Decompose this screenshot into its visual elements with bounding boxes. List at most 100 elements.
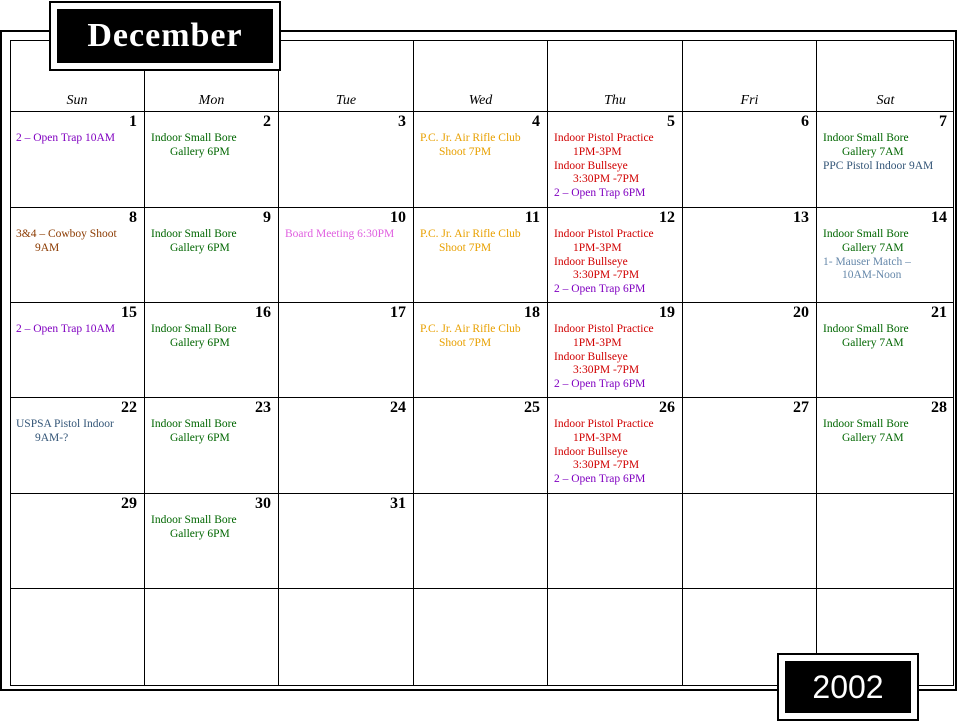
calendar-event[interactable]: 1- Mauser Match –10AM-Noon — [823, 256, 952, 284]
event-list: Board Meeting 6:30PM — [285, 228, 411, 242]
day-cell[interactable]: 23 Indoor Small Bore Gallery 6PM — [145, 398, 279, 494]
calendar-event[interactable]: Indoor Bullseye 3:30PM -7PM — [554, 351, 680, 379]
day-cell[interactable] — [817, 494, 954, 589]
event-list: 3&4 – Cowboy Shoot 9AM — [16, 228, 142, 256]
day-cell[interactable]: 9 Indoor Small Bore Gallery 6PM — [145, 208, 279, 303]
day-number: 17 — [390, 304, 406, 321]
event-line-continued: Gallery 6PM — [170, 431, 230, 444]
day-cell[interactable]: 31 — [279, 494, 414, 589]
day-number: 25 — [524, 399, 540, 416]
calendar-event[interactable]: Indoor Small Bore Gallery 6PM — [151, 323, 276, 351]
day-cell[interactable]: 27 — [683, 398, 817, 494]
calendar-event[interactable]: Indoor Bullseye 3:30PM -7PM — [554, 446, 680, 474]
event-list: Indoor Small Bore Gallery 6PM — [151, 514, 276, 542]
day-cell[interactable]: 16 Indoor Small Bore Gallery 6PM — [145, 303, 279, 398]
calendar-event[interactable]: 3&4 – Cowboy Shoot 9AM — [16, 228, 142, 256]
day-cell[interactable]: 21 Indoor Small Bore Gallery 7AM — [817, 303, 954, 398]
day-cell[interactable]: 5 Indoor Pistol Practice 1PM-3PM Indoor Bul… — [548, 112, 683, 208]
calendar-event[interactable]: Indoor Pistol Practice 1PM-3PM — [554, 228, 680, 256]
calendar-event[interactable]: Indoor Bullseye 3:30PM -7PM — [554, 256, 680, 284]
calendar-event[interactable]: 2 – Open Trap 6PM — [554, 283, 680, 297]
day-cell[interactable]: 30 Indoor Small Bore Gallery 6PM — [145, 494, 279, 589]
day-cell[interactable]: 22 USPSA Pistol Indoor 9AM-? — [10, 398, 145, 494]
day-number: 28 — [931, 399, 947, 416]
day-cell[interactable]: 13 — [683, 208, 817, 303]
weekday-header: Sat — [817, 40, 954, 112]
calendar-event[interactable]: 2 – Open Trap 6PM — [554, 473, 680, 487]
event-line: Board Meeting 6:30PM — [285, 228, 395, 240]
day-cell[interactable]: 14 Indoor Small Bore Gallery 7AM 1- Mauser … — [817, 208, 954, 303]
month-title-box: December — [49, 1, 281, 71]
day-cell[interactable]: 26 Indoor Pistol Practice 1PM-3PM Indoor Bu… — [548, 398, 683, 494]
calendar-event[interactable]: Indoor Small Bore Gallery 6PM — [151, 514, 276, 542]
calendar-event[interactable]: 2 – Open Trap 10AM — [16, 132, 142, 146]
day-cell[interactable] — [10, 589, 145, 686]
event-line: 2 – Open Trap 6PM — [554, 378, 646, 391]
day-cell[interactable]: 3 — [279, 112, 414, 208]
calendar-event[interactable]: Indoor Small Bore Gallery 6PM — [151, 132, 276, 160]
day-cell[interactable]: 12 Indoor Pistol Practice 1PM-3PM Indoor Bu… — [548, 208, 683, 303]
calendar-event[interactable]: Indoor Small Bore Gallery 7AM — [823, 132, 952, 160]
day-cell[interactable]: 8 3&4 – Cowboy Shoot 9AM — [10, 208, 145, 303]
calendar-event[interactable]: 2 – Open Trap 6PM — [554, 187, 680, 201]
day-cell[interactable] — [414, 494, 548, 589]
day-cell[interactable] — [145, 589, 279, 686]
day-cell[interactable]: 28 Indoor Small Bore Gallery 7AM — [817, 398, 954, 494]
day-cell[interactable] — [548, 589, 683, 686]
calendar-event[interactable]: Indoor Small Bore Gallery 7AM — [823, 228, 952, 256]
calendar-event[interactable]: PPC Pistol Indoor 9AM — [823, 160, 952, 174]
event-line: Indoor Bullseye — [554, 350, 628, 363]
calendar-event[interactable]: Indoor Pistol Practice 1PM-3PM — [554, 132, 680, 160]
day-number: 20 — [793, 304, 809, 321]
day-number: 11 — [524, 209, 540, 226]
event-list: P.C. Jr. Air Rifle Club Shoot 7PM — [420, 323, 545, 351]
day-cell[interactable]: 18 P.C. Jr. Air Rifle Club Shoot 7PM — [414, 303, 548, 398]
calendar-event[interactable]: P.C. Jr. Air Rifle Club Shoot 7PM — [420, 132, 545, 160]
day-cell[interactable] — [683, 589, 817, 686]
day-cell[interactable] — [279, 589, 414, 686]
day-cell[interactable]: 7 Indoor Small Bore Gallery 7AM PPC Pistol … — [817, 112, 954, 208]
day-number: 4 — [532, 113, 540, 130]
day-cell[interactable]: 10 Board Meeting 6:30PM — [279, 208, 414, 303]
day-cell[interactable]: 24 — [279, 398, 414, 494]
event-list: Indoor Small Bore Gallery 6PM — [151, 323, 276, 351]
day-cell[interactable]: 20 — [683, 303, 817, 398]
event-line: PPC Pistol Indoor 9AM — [823, 159, 934, 172]
event-list: Indoor Pistol Practice 1PM-3PM Indoor Bull… — [554, 418, 680, 487]
event-line-continued: Shoot 7PM — [439, 145, 492, 158]
weekday-header: Mon — [145, 40, 279, 112]
event-line: Indoor Small Bore — [823, 323, 909, 335]
calendar-event[interactable]: Indoor Small Bore Gallery 7AM — [823, 418, 952, 446]
calendar-event[interactable]: Indoor Pistol Practice 1PM-3PM — [554, 418, 680, 446]
calendar-event[interactable]: Indoor Small Bore Gallery 7AM — [823, 323, 952, 351]
event-list: Indoor Small Bore Gallery 6PM — [151, 228, 276, 256]
day-number: 6 — [801, 113, 809, 130]
event-list: P.C. Jr. Air Rifle Club Shoot 7PM — [420, 228, 545, 256]
calendar-event[interactable]: Indoor Small Bore Gallery 6PM — [151, 228, 276, 256]
day-number: 23 — [255, 399, 271, 416]
day-cell[interactable]: 4 P.C. Jr. Air Rifle Club Shoot 7PM — [414, 112, 548, 208]
calendar-event[interactable]: Indoor Small Bore Gallery 6PM — [151, 418, 276, 446]
day-cell[interactable]: 1 2 – Open Trap 10AM — [10, 112, 145, 208]
day-cell[interactable]: 25 — [414, 398, 548, 494]
calendar-event[interactable]: Indoor Pistol Practice 1PM-3PM — [554, 323, 680, 351]
event-line-continued: Gallery 6PM — [170, 145, 230, 158]
day-cell[interactable]: 17 — [279, 303, 414, 398]
day-cell[interactable]: 15 2 – Open Trap 10AM — [10, 303, 145, 398]
day-cell[interactable] — [414, 589, 548, 686]
calendar-event[interactable]: Board Meeting 6:30PM — [285, 228, 411, 242]
calendar-event[interactable]: 2 – Open Trap 6PM — [554, 378, 680, 392]
day-cell[interactable]: 19 Indoor Pistol Practice 1PM-3PM Indoor Bu… — [548, 303, 683, 398]
calendar-event[interactable]: P.C. Jr. Air Rifle Club Shoot 7PM — [420, 228, 545, 256]
day-cell[interactable]: 29 — [10, 494, 145, 589]
calendar-event[interactable]: 2 – Open Trap 10AM — [16, 323, 142, 337]
calendar-event[interactable]: USPSA Pistol Indoor 9AM-? — [16, 418, 142, 446]
day-cell[interactable]: 2 Indoor Small Bore Gallery 6PM — [145, 112, 279, 208]
day-cell[interactable] — [548, 494, 683, 589]
event-line-continued: Gallery 7AM — [842, 145, 904, 158]
calendar-event[interactable]: P.C. Jr. Air Rifle Club Shoot 7PM — [420, 323, 545, 351]
day-cell[interactable] — [683, 494, 817, 589]
day-cell[interactable]: 11 P.C. Jr. Air Rifle Club Shoot 7PM — [414, 208, 548, 303]
day-cell[interactable]: 6 — [683, 112, 817, 208]
calendar-event[interactable]: Indoor Bullseye 3:30PM -7PM — [554, 160, 680, 188]
